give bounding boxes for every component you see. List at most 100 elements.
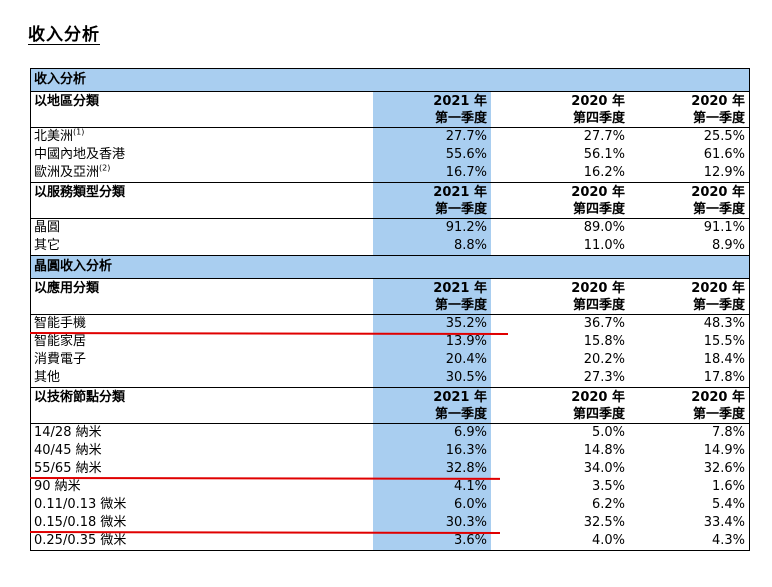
period-year: 2021 年 bbox=[433, 281, 487, 296]
category-header: 以地區分類 bbox=[34, 94, 100, 109]
table-row: 智能家居 13.9% 15.8% 15.5% bbox=[31, 333, 749, 351]
period-header: 2020 年第一季度 bbox=[629, 183, 749, 218]
row-label-cell: 其它 bbox=[31, 237, 373, 255]
value-cell: 15.8% bbox=[583, 334, 625, 349]
period-quarter: 第四季度 bbox=[572, 407, 625, 422]
period-quarter: 第一季度 bbox=[692, 111, 745, 126]
table-row: 歐洲及亞洲(2) 16.7% 16.2% 12.9% bbox=[31, 164, 749, 182]
row-label-cell: 歐洲及亞洲(2) bbox=[31, 164, 373, 182]
column-header-row: 以地區分類 2021 年第一季度 2020 年第四季度 2020 年第一季度 bbox=[31, 92, 749, 128]
period-header: 2020 年第一季度 bbox=[629, 92, 749, 127]
period-header: 2020 年第一季度 bbox=[629, 279, 749, 314]
row-label: 中國內地及香港 bbox=[34, 147, 126, 162]
period-header: 2021 年第一季度 bbox=[373, 388, 491, 423]
section-band: 收入分析 bbox=[31, 69, 749, 92]
row-label-cell: 晶圓 bbox=[31, 219, 373, 237]
row-label: 55/65 納米 bbox=[34, 461, 102, 476]
row-label: 歐洲及亞洲 bbox=[34, 165, 100, 180]
period-quarter: 第一季度 bbox=[692, 202, 745, 217]
row-label: 0.25/0.35 微米 bbox=[34, 533, 127, 548]
value-cell: 27.3% bbox=[583, 370, 625, 385]
value-cell: 25.5% bbox=[703, 129, 745, 144]
category-header: 以應用分類 bbox=[34, 281, 100, 296]
column-header-row: 以應用分類 2021 年第一季度 2020 年第四季度 2020 年第一季度 bbox=[31, 279, 749, 315]
row-label: 智能家居 bbox=[34, 334, 87, 349]
row-label: 0.11/0.13 微米 bbox=[34, 497, 127, 512]
table-row: 北美洲(1) 27.7% 27.7% 25.5% bbox=[31, 128, 749, 146]
value-cell: 16.3% bbox=[445, 443, 487, 458]
table-row: 0.25/0.35 微米 3.6% 4.0% 4.3% bbox=[31, 532, 749, 550]
value-cell: 6.2% bbox=[591, 497, 625, 512]
period-quarter: 第四季度 bbox=[572, 298, 625, 313]
row-label: 其它 bbox=[34, 238, 61, 253]
value-cell: 30.5% bbox=[445, 370, 487, 385]
value-cell: 5.0% bbox=[591, 425, 625, 440]
value-cell: 27.7% bbox=[445, 129, 487, 144]
period-year: 2020 年 bbox=[691, 94, 745, 109]
period-quarter: 第一季度 bbox=[692, 407, 745, 422]
period-header: 2020 年第四季度 bbox=[491, 183, 629, 218]
row-label: 0.15/0.18 微米 bbox=[34, 515, 127, 530]
row-label-cell: 0.15/0.18 微米 bbox=[31, 514, 373, 532]
row-label: 40/45 納米 bbox=[34, 443, 102, 458]
period-header: 2020 年第四季度 bbox=[491, 388, 629, 423]
table-row: 90 納米 4.1% 3.5% 1.6% bbox=[31, 478, 749, 496]
row-label-cell: 0.11/0.13 微米 bbox=[31, 496, 373, 514]
table-row: 晶圓 91.2% 89.0% 91.1% bbox=[31, 219, 749, 237]
table-row: 消費電子 20.4% 20.2% 18.4% bbox=[31, 351, 749, 369]
row-label-cell: 智能手機 bbox=[31, 315, 373, 333]
value-cell: 3.6% bbox=[453, 533, 487, 548]
period-header: 2020 年第一季度 bbox=[629, 388, 749, 423]
period-year: 2020 年 bbox=[571, 281, 625, 296]
table-row: 14/28 納米 6.9% 5.0% 7.8% bbox=[31, 424, 749, 442]
row-label-cell: 其他 bbox=[31, 369, 373, 387]
value-cell: 15.5% bbox=[703, 334, 745, 349]
value-cell: 61.6% bbox=[703, 147, 745, 162]
table-row: 40/45 納米 16.3% 14.8% 14.9% bbox=[31, 442, 749, 460]
row-label-cell: 14/28 納米 bbox=[31, 424, 373, 442]
period-header: 2021 年第一季度 bbox=[373, 183, 491, 218]
value-cell: 8.9% bbox=[711, 238, 745, 253]
value-cell: 8.8% bbox=[453, 238, 487, 253]
period-year: 2021 年 bbox=[433, 185, 487, 200]
period-year: 2020 年 bbox=[691, 390, 745, 405]
period-quarter: 第一季度 bbox=[692, 298, 745, 313]
row-label-cell: 智能家居 bbox=[31, 333, 373, 351]
row-label-cell: 0.25/0.35 微米 bbox=[31, 532, 373, 550]
value-cell: 32.6% bbox=[703, 461, 745, 476]
table-row: 其它 8.8% 11.0% 8.9% bbox=[31, 237, 749, 255]
period-quarter: 第四季度 bbox=[572, 202, 625, 217]
table-row: 其他 30.5% 27.3% 17.8% bbox=[31, 369, 749, 387]
period-header: 2020 年第四季度 bbox=[491, 92, 629, 127]
value-cell: 32.8% bbox=[445, 461, 487, 476]
row-label-cell: 40/45 納米 bbox=[31, 442, 373, 460]
table-row: 55/65 納米 32.8% 34.0% 32.6% bbox=[31, 460, 749, 478]
category-header: 以服務類型分類 bbox=[34, 185, 126, 200]
table-row: 智能手機 35.2% 36.7% 48.3% bbox=[31, 315, 749, 333]
table-row: 中國內地及香港 55.6% 56.1% 61.6% bbox=[31, 146, 749, 164]
row-label-cell: 消費電子 bbox=[31, 351, 373, 369]
value-cell: 18.4% bbox=[703, 352, 745, 367]
period-quarter: 第一季度 bbox=[434, 407, 487, 422]
value-cell: 55.6% bbox=[445, 147, 487, 162]
row-label-cell: 中國內地及香港 bbox=[31, 146, 373, 164]
revenue-analysis-table: 收入分析 以地區分類 2021 年第一季度 2020 年第四季度 2020 年第一季度北… bbox=[30, 68, 750, 551]
period-year: 2021 年 bbox=[433, 94, 487, 109]
row-label: 14/28 納米 bbox=[34, 425, 102, 440]
value-cell: 4.3% bbox=[711, 533, 745, 548]
period-quarter: 第一季度 bbox=[434, 111, 487, 126]
value-cell: 89.0% bbox=[583, 220, 625, 235]
value-cell: 6.9% bbox=[453, 425, 487, 440]
page-title: 收入分析 bbox=[28, 25, 100, 45]
period-year: 2021 年 bbox=[433, 390, 487, 405]
column-header-row: 以服務類型分類 2021 年第一季度 2020 年第四季度 2020 年第一季度 bbox=[31, 182, 749, 219]
value-cell: 6.0% bbox=[453, 497, 487, 512]
value-cell: 16.7% bbox=[445, 165, 487, 180]
value-cell: 7.8% bbox=[711, 425, 745, 440]
value-cell: 5.4% bbox=[711, 497, 745, 512]
value-cell: 14.8% bbox=[583, 443, 625, 458]
row-label: 其他 bbox=[34, 370, 61, 385]
value-cell: 4.0% bbox=[591, 533, 625, 548]
value-cell: 17.8% bbox=[703, 370, 745, 385]
row-label-cell: 55/65 納米 bbox=[31, 460, 373, 478]
